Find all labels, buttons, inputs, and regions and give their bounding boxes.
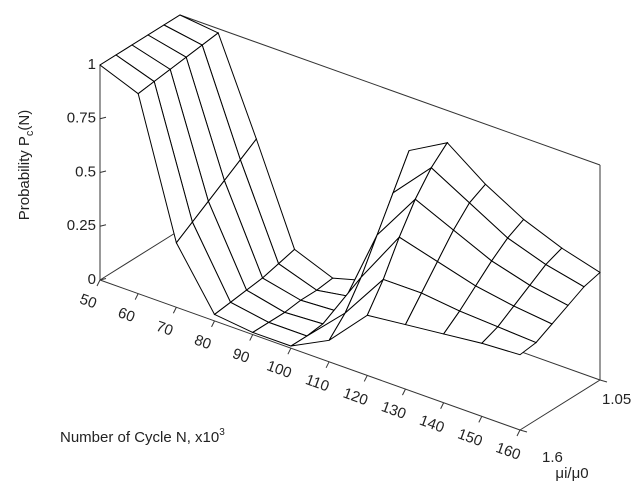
z-axis-title-sub: c — [24, 130, 36, 136]
x-tick — [440, 402, 445, 409]
z-tick — [99, 170, 107, 173]
x-axis-title-main: Number of Cycle N, x10 — [60, 429, 219, 446]
x-tick-label: 140 — [417, 412, 446, 437]
x-axis-title-sup: 3 — [219, 427, 225, 438]
y-tick — [519, 429, 528, 433]
z-axis-title-end: (N) — [16, 110, 33, 131]
y-tick-label: 1.6 — [542, 449, 563, 466]
x-tick-label: 70 — [154, 318, 175, 340]
x-tick — [172, 307, 177, 314]
x-tick — [287, 347, 292, 355]
z-axis-title: Probability Pc(N) — [16, 110, 36, 221]
z-tick — [99, 278, 107, 281]
x-tick — [211, 320, 215, 328]
y-tick — [599, 379, 608, 383]
x-tick-label: 90 — [230, 345, 251, 367]
box-edge — [179, 14, 601, 166]
x-tick — [134, 293, 139, 300]
z-axis-title-main: Probability P — [16, 136, 33, 220]
z-tick-label: 0.5 — [75, 163, 96, 180]
x-tick-label: 110 — [303, 371, 331, 395]
x-tick-label: 150 — [455, 426, 484, 451]
y-tick-label: 1.05 — [602, 391, 631, 408]
x-tick-label: 60 — [116, 304, 137, 326]
x-tick — [96, 279, 101, 287]
x-tick — [325, 361, 330, 369]
x-axis — [99, 279, 521, 431]
z-tick-label: 0 — [88, 271, 96, 288]
x-tick-label: 130 — [379, 398, 408, 423]
x-tick-label: 100 — [264, 357, 293, 382]
x-tick — [516, 429, 521, 437]
y-axis-title: μi/μ0 — [555, 465, 588, 482]
box-edge — [99, 229, 181, 281]
z-tick — [99, 116, 107, 120]
x-tick-label: 120 — [341, 385, 370, 410]
x-tick-label: 160 — [494, 439, 523, 464]
x-tick-label: 50 — [77, 291, 98, 313]
z-tick-label: 0.25 — [67, 217, 96, 234]
x-axis-title: Number of Cycle N, x103 — [60, 427, 225, 446]
z-tick-label: 1 — [88, 56, 96, 73]
z-tick-label: 0.75 — [67, 110, 96, 127]
x-tick — [363, 375, 368, 382]
z-tick — [99, 224, 107, 227]
x-tick — [478, 416, 483, 423]
x-tick-label: 80 — [192, 332, 213, 354]
x-tick — [402, 388, 406, 396]
y-axis — [519, 379, 601, 431]
surface-patch — [480, 326, 537, 356]
x-tick — [249, 334, 254, 341]
